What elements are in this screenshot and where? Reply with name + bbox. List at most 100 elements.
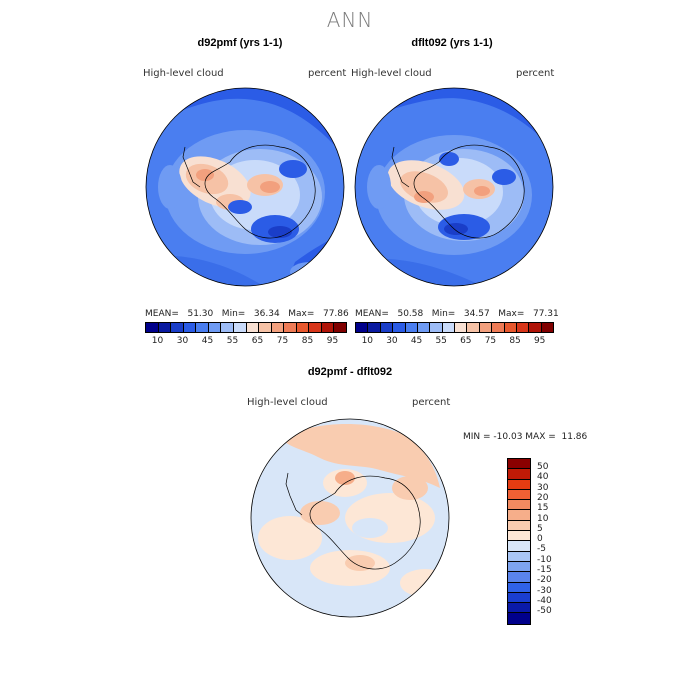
colorbar-tick-label: 55 bbox=[435, 336, 447, 346]
colorbar-swatch bbox=[356, 323, 369, 332]
left-panel-title: d92pmf (yrs 1-1) bbox=[197, 37, 283, 49]
colorbar-swatch bbox=[508, 531, 530, 542]
left-units-label: percent bbox=[308, 68, 347, 79]
colorbar-tick-label: -20 bbox=[537, 575, 552, 586]
colorbar-swatch bbox=[516, 323, 530, 332]
diff-units-label: percent bbox=[412, 397, 451, 408]
colorbar-swatch bbox=[508, 510, 530, 521]
colorbar-tick-label: 85 bbox=[509, 336, 521, 346]
diff-colorbar bbox=[507, 458, 531, 625]
left-variable-label: High-level cloud bbox=[143, 68, 224, 79]
right-polar-map bbox=[354, 87, 554, 287]
colorbar-tick-label: -15 bbox=[537, 565, 552, 575]
colorbar-tick-label: 40 bbox=[537, 472, 549, 483]
colorbar-tick-label: 55 bbox=[226, 336, 239, 346]
left-stats: MEAN= 51.30 Min= 36.34 Max= 77.86 bbox=[145, 309, 349, 319]
colorbar-swatch bbox=[271, 323, 285, 332]
colorbar-swatch bbox=[504, 323, 517, 332]
colorbar-swatch bbox=[541, 323, 553, 332]
colorbar-tick-label: -10 bbox=[537, 554, 552, 565]
colorbar-tick-label: 10 bbox=[361, 336, 374, 346]
colorbar-tick-label: 20 bbox=[537, 492, 549, 503]
colorbar-tick-label: 15 bbox=[537, 503, 549, 514]
colorbar-swatch bbox=[529, 323, 542, 332]
season-title: ANN bbox=[326, 8, 374, 32]
colorbar-tick-label: 65 bbox=[460, 336, 472, 346]
right-colorbar bbox=[355, 322, 554, 333]
colorbar-swatch bbox=[508, 551, 530, 562]
colorbar-swatch bbox=[508, 459, 530, 470]
colorbar-tick-label: 95 bbox=[326, 336, 339, 346]
colorbar-swatch bbox=[309, 323, 322, 332]
colorbar-tick-label: 75 bbox=[276, 336, 289, 346]
colorbar-tick-label: 0 bbox=[537, 534, 543, 545]
right-stats: MEAN= 50.58 Min= 34.57 Max= 77.31 bbox=[355, 309, 559, 319]
diff-colorbar-labels: 50 40 30 20 15 10 5 0 -5 -10 -15 -20 -30 -40 -50 bbox=[537, 458, 577, 623]
colorbar-tick-label: 10 bbox=[151, 336, 164, 346]
left-colorbar bbox=[145, 322, 347, 333]
colorbar-tick-label: -30 bbox=[537, 585, 552, 596]
colorbar-swatch bbox=[183, 323, 197, 332]
colorbar-swatch bbox=[196, 323, 209, 332]
colorbar-swatch bbox=[208, 323, 222, 332]
colorbar-swatch bbox=[508, 489, 530, 501]
colorbar-swatch bbox=[479, 323, 493, 332]
left-colorbar-labels: 10 30 45 55 65 75 85 95 bbox=[145, 336, 345, 346]
colorbar-tick-label: 65 bbox=[251, 336, 264, 346]
colorbar-swatch bbox=[508, 613, 530, 624]
colorbar-swatch bbox=[508, 479, 530, 490]
colorbar-swatch bbox=[171, 323, 184, 332]
colorbar-tick-label: -5 bbox=[537, 544, 546, 555]
colorbar-swatch bbox=[221, 323, 234, 332]
colorbar-swatch bbox=[508, 572, 530, 583]
colorbar-swatch bbox=[508, 469, 530, 480]
colorbar-tick-label: 30 bbox=[176, 336, 189, 346]
colorbar-swatch bbox=[508, 603, 530, 614]
colorbar-tick-label: 30 bbox=[386, 336, 398, 346]
right-colorbar-labels: 10 30 45 55 65 75 85 95 bbox=[355, 336, 552, 346]
colorbar-swatch bbox=[492, 323, 505, 332]
diff-variable-label: High-level cloud bbox=[247, 397, 328, 408]
colorbar-swatch bbox=[417, 323, 431, 332]
colorbar-swatch bbox=[442, 323, 455, 332]
colorbar-swatch bbox=[508, 582, 530, 593]
colorbar-tick-label: 45 bbox=[201, 336, 214, 346]
colorbar-swatch bbox=[508, 520, 530, 532]
colorbar-swatch bbox=[321, 323, 335, 332]
right-variable-label: High-level cloud bbox=[351, 68, 432, 79]
colorbar-tick-label: 95 bbox=[533, 336, 546, 346]
colorbar-tick-label: 75 bbox=[484, 336, 497, 346]
colorbar-swatch bbox=[296, 323, 310, 332]
left-polar-map bbox=[145, 87, 345, 287]
diff-panel-title: d92pmf - dflt092 bbox=[307, 366, 393, 378]
colorbar-tick-label: -40 bbox=[537, 595, 552, 606]
colorbar-tick-label: 10 bbox=[537, 513, 549, 524]
colorbar-swatch bbox=[158, 323, 172, 332]
colorbar-swatch bbox=[393, 323, 406, 332]
colorbar-swatch bbox=[430, 323, 443, 332]
colorbar-swatch bbox=[334, 323, 346, 332]
colorbar-swatch bbox=[246, 323, 260, 332]
diff-stats: MIN = -10.03 MAX = 11.86 bbox=[463, 432, 588, 442]
colorbar-swatch bbox=[259, 323, 272, 332]
right-panel-title: dflt092 (yrs 1-1) bbox=[411, 37, 493, 49]
colorbar-tick-label: 50 bbox=[537, 462, 549, 472]
colorbar-swatch bbox=[380, 323, 394, 332]
colorbar-tick-label: 85 bbox=[301, 336, 314, 346]
colorbar-swatch bbox=[455, 323, 468, 332]
colorbar-swatch bbox=[284, 323, 297, 332]
colorbar-swatch bbox=[233, 323, 247, 332]
colorbar-swatch bbox=[368, 323, 381, 332]
colorbar-swatch bbox=[508, 500, 530, 511]
colorbar-swatch bbox=[508, 561, 530, 573]
colorbar-tick-label: 5 bbox=[537, 523, 543, 534]
colorbar-tick-label: 30 bbox=[537, 482, 549, 493]
colorbar-tick-label: 45 bbox=[410, 336, 423, 346]
colorbar-swatch bbox=[146, 323, 159, 332]
colorbar-tick-label: -50 bbox=[537, 606, 552, 617]
diff-polar-map bbox=[250, 418, 450, 618]
colorbar-swatch bbox=[508, 541, 530, 552]
colorbar-swatch bbox=[467, 323, 480, 332]
right-units-label: percent bbox=[516, 68, 555, 79]
colorbar-swatch bbox=[508, 592, 530, 604]
